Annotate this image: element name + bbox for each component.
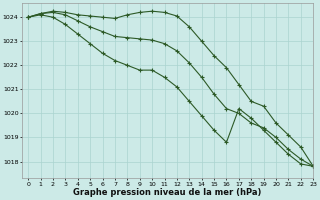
X-axis label: Graphe pression niveau de la mer (hPa): Graphe pression niveau de la mer (hPa): [73, 188, 262, 197]
